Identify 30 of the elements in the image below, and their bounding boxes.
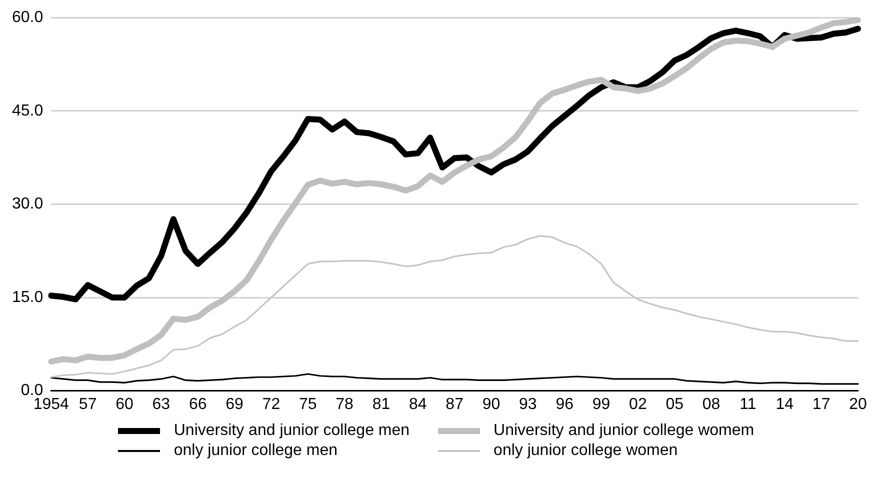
x-tick-label: 72: [262, 396, 280, 413]
y-tick-label: 60.0: [12, 9, 44, 26]
x-tick-label: 81: [372, 396, 390, 413]
x-tick-label: 66: [188, 396, 207, 413]
x-tick-label: 69: [226, 396, 244, 413]
legend-label: University and junior college men: [174, 422, 410, 440]
legend-label: only junior college men: [174, 442, 338, 460]
x-tick-label: 02: [629, 396, 647, 413]
x-tick-label: 57: [78, 396, 97, 413]
x-tick-label: 99: [592, 396, 610, 413]
x-tick-label: 75: [298, 396, 317, 413]
legend-label: only junior college women: [494, 442, 678, 460]
y-tick-label: 15.0: [12, 288, 44, 306]
x-tick-label: 11: [740, 396, 756, 413]
legend-label: University and junior college womem: [494, 422, 754, 440]
x-tick-label: 05: [666, 396, 684, 413]
x-tick-label: 20: [849, 396, 867, 413]
x-tick-label: 14: [776, 396, 794, 413]
x-tick-label: 84: [408, 396, 427, 413]
x-tick-label: 93: [519, 396, 537, 413]
x-tick-label: 60: [116, 396, 134, 413]
y-tick-label: 45.0: [12, 102, 44, 120]
x-tick-label: 17: [812, 396, 830, 413]
x-tick-label: 96: [556, 396, 574, 413]
y-tick-label: 30.0: [12, 196, 44, 213]
x-tick-label: 63: [152, 396, 170, 413]
x-tick-label: 87: [446, 396, 464, 413]
x-tick-label: 08: [702, 396, 720, 413]
x-tick-label: 90: [482, 396, 500, 413]
x-tick-label: 78: [336, 396, 354, 413]
